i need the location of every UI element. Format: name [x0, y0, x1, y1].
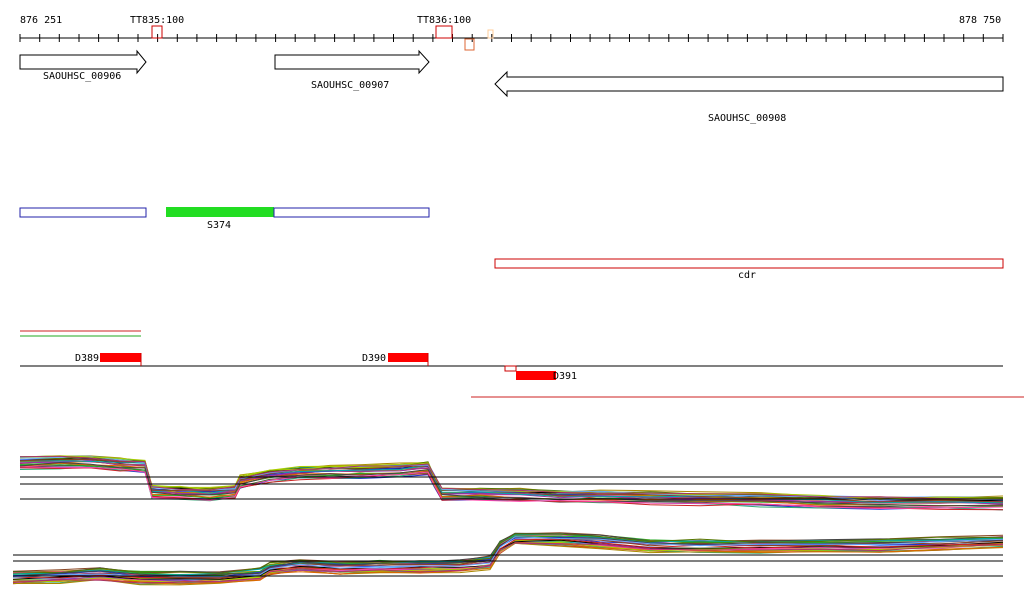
segment-box-right[interactable] — [273, 207, 430, 218]
short-lines-track — [20, 330, 141, 337]
coordinate-ruler: 876 251 878 750 — [19, 15, 1004, 42]
segment-box-left[interactable] — [19, 207, 147, 218]
d391-outline[interactable] — [504, 365, 517, 372]
gene-label-saouhsc-00907[interactable]: SAOUHSC_00907 — [311, 80, 389, 91]
region-label-cdr[interactable]: cdr — [738, 270, 756, 281]
d390-label[interactable]: D390 — [362, 353, 386, 364]
tiling-signal-line — [12, 536, 1004, 577]
tiling-signal-line — [19, 459, 1003, 503]
segment-track: S374 — [19, 207, 430, 231]
d391-block[interactable] — [516, 371, 556, 380]
ruler-ticks — [19, 34, 1004, 42]
tiling-signal-tracks — [12, 455, 1004, 586]
gene-track: SAOUHSC_00906 SAOUHSC_00907 SAOUHSC_0090… — [19, 49, 1004, 124]
region-track: cdr — [494, 258, 1004, 281]
gene-label-saouhsc-00906[interactable]: SAOUHSC_00906 — [43, 71, 121, 82]
tiling-signal-line — [12, 542, 1004, 584]
gene-label-saouhsc-00908[interactable]: SAOUHSC_00908 — [708, 113, 786, 124]
terminator-small-a[interactable] — [464, 38, 475, 51]
terminator-track: TT835:100 TT836:100 — [130, 15, 494, 51]
d389-label[interactable]: D389 — [75, 353, 99, 364]
d-track: D389 D390 D391 — [20, 353, 1024, 398]
terminator-tt835[interactable] — [151, 25, 163, 39]
segment-label-s374[interactable]: S374 — [207, 220, 231, 231]
tiling-signal-lines — [12, 455, 1004, 586]
terminator-label-tt836[interactable]: TT836:100 — [417, 15, 471, 26]
terminator-small-b[interactable] — [487, 29, 494, 39]
tiling-signal-line — [19, 455, 1004, 500]
tiling-signal-line — [12, 536, 1004, 579]
d390-block[interactable] — [388, 353, 428, 362]
d389-block[interactable] — [100, 353, 141, 362]
gene-arrow-saouhsc-00906[interactable] — [19, 49, 147, 75]
tiling-signal-line — [12, 532, 1004, 574]
start-coordinate: 876 251 — [20, 15, 62, 26]
d391-label[interactable]: D391 — [553, 371, 577, 382]
gene-arrow-saouhsc-00907[interactable] — [274, 49, 430, 75]
tiling-signal-line — [12, 539, 1004, 580]
tiling-reference-lines — [13, 476, 1003, 577]
region-cdr[interactable] — [494, 258, 1004, 269]
segment-s374[interactable] — [166, 207, 274, 217]
terminator-label-tt835[interactable]: TT835:100 — [130, 15, 184, 26]
tiling-signal-line — [19, 466, 1004, 510]
terminator-tt836[interactable] — [435, 25, 453, 39]
gene-arrow-saouhsc-00908[interactable] — [494, 70, 1004, 98]
end-coordinate: 878 750 — [959, 15, 1001, 26]
